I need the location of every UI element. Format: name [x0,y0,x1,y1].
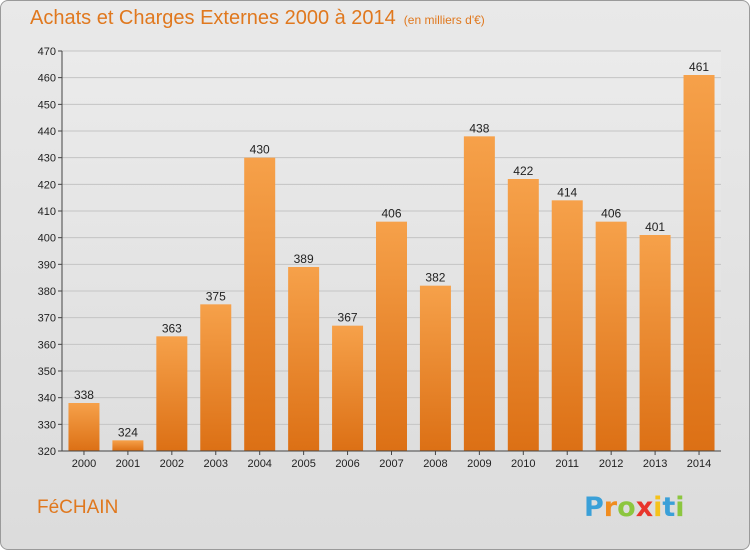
bar [200,304,232,451]
y-tick-label: 440 [38,126,56,138]
x-tick-label: 2000 [72,458,96,470]
bar [683,75,715,451]
y-axis: 320 330 340 350 360 370 380 390 400 410 420 430 440 4… [38,46,63,458]
chart-title-block: Achats et Charges Externes 2000 à 2014 (e… [30,7,485,30]
bar [463,136,495,452]
y-tick-label: 470 [38,46,56,58]
bar-value-label: 414 [557,185,577,199]
bar [332,325,364,451]
bar-value-label: 438 [469,121,489,135]
y-tick-label: 330 [38,419,56,431]
logo-letter: x [635,492,654,523]
x-tick-label: 2002 [160,458,184,470]
bar-value-label: 406 [601,207,621,221]
y-tick-label: 420 [38,179,56,191]
x-tick-label: 2008 [423,458,447,470]
chart-subtitle: (en milliers d'€) [403,13,485,27]
bar [156,336,188,451]
logo-letter: P [584,492,604,523]
bar-value-label: 430 [250,143,270,157]
bar-value-label: 406 [381,207,401,221]
bar [244,157,276,451]
y-tick-label: 390 [38,259,56,271]
y-tick-label: 370 [38,313,56,325]
x-tick-label: 2006 [335,458,359,470]
y-tick-label: 400 [38,233,56,245]
x-tick-label: 2009 [467,458,491,470]
y-tick-label: 430 [38,153,56,165]
bar-value-label: 367 [338,311,358,325]
bar-value-label: 363 [162,321,182,335]
logo-letter: i [653,492,663,523]
bar-value-label: 401 [645,220,665,234]
bar-value-label: 382 [425,271,445,285]
x-tick-label: 2013 [643,458,667,470]
x-tick-label: 2011 [555,458,579,470]
bar-value-label: 338 [74,388,94,402]
y-tick-label: 350 [38,366,56,378]
logo-letter: i [675,492,685,523]
bar-value-label: 461 [689,60,709,74]
bar [551,200,583,451]
y-tick-label: 460 [38,73,56,85]
bars: 338 324 363 375 430 389 367 406 382 438 422 414 406 4… [68,60,715,452]
bar [595,221,627,451]
x-tick-label: 2005 [291,458,315,470]
bar [507,179,539,451]
y-tick-label: 360 [38,339,56,351]
x-tick-label: 2001 [116,458,140,470]
commune-name: FéCHAIN [37,497,119,518]
logo-letter: o [617,492,636,523]
y-tick-label: 320 [38,446,56,458]
bar [639,235,671,451]
bar-value-label: 324 [118,425,138,439]
bar-value-label: 375 [206,289,226,303]
bar-value-label: 389 [294,252,314,266]
bar-value-label: 422 [513,164,533,178]
y-tick-label: 410 [38,206,56,218]
bar [288,267,320,451]
bar [376,221,407,451]
y-tick-label: 450 [38,99,56,111]
x-tick-label: 2004 [247,458,271,470]
x-tick-label: 2012 [599,458,623,470]
x-tick-label: 2003 [204,458,228,470]
y-tick-label: 380 [38,286,56,298]
x-tick-label: 2007 [379,458,403,470]
y-tick-label: 340 [38,393,56,405]
bar [68,403,100,451]
logo-letter: r [603,492,618,523]
bar [112,440,144,451]
logo-letter: t [662,492,676,523]
bar [419,285,451,451]
x-tick-label: 2014 [687,458,711,470]
x-axis: 2000 2001 2002 2003 2004 2005 2006 2007 2008 2009… [62,450,721,470]
chart-title: Achats et Charges Externes 2000 à 2014 [30,7,396,29]
proxiti-logo: Proxiti [584,492,685,523]
x-tick-label: 2010 [511,458,535,470]
